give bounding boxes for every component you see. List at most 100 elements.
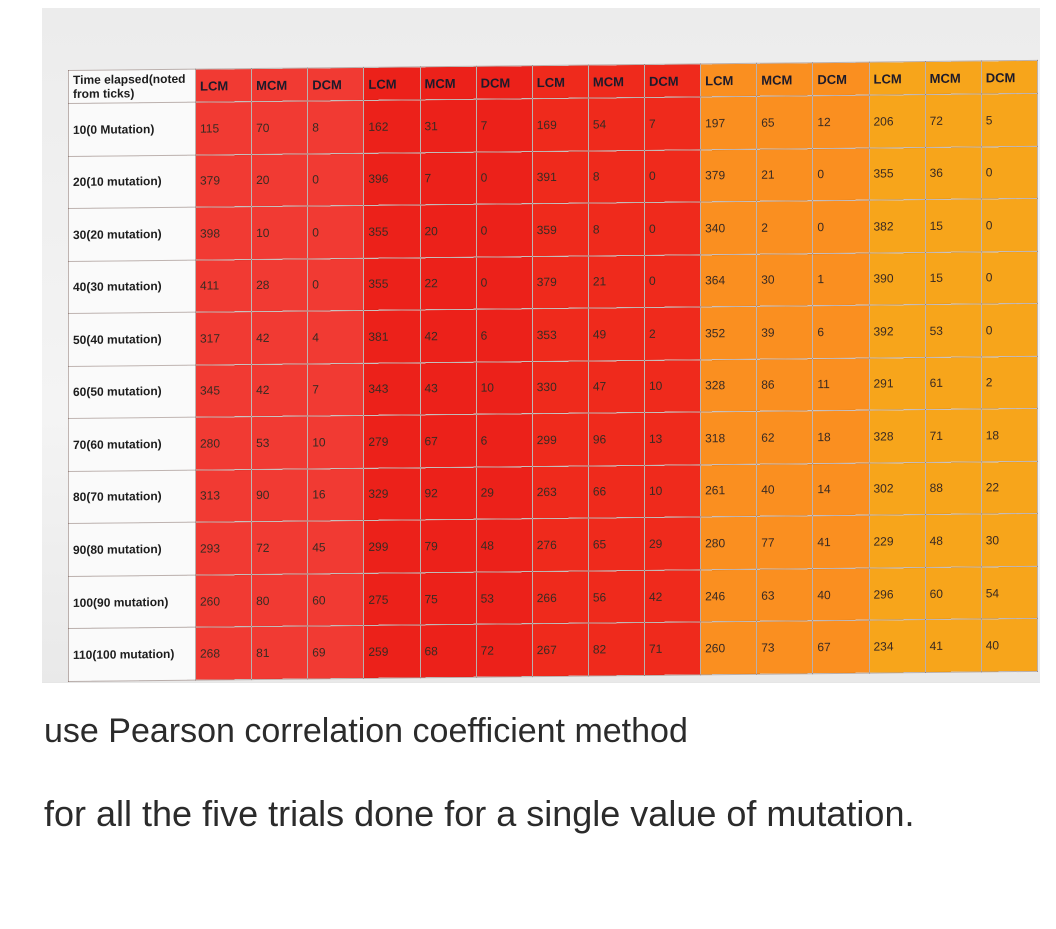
table-cell: 45 <box>307 520 364 574</box>
row-label: 50(40 mutation) <box>68 312 196 367</box>
col-header: DCM <box>981 60 1038 94</box>
table-cell: 0 <box>644 149 701 203</box>
col-header: DCM <box>307 67 364 101</box>
table-cell: 20 <box>420 204 477 258</box>
table-cell: 48 <box>925 514 982 568</box>
table-cell: 355 <box>363 204 420 258</box>
table-cell: 329 <box>363 467 420 521</box>
table-cell: 0 <box>644 201 701 256</box>
table-cell: 73 <box>756 621 813 675</box>
table-cell: 10 <box>644 464 701 518</box>
table-cell: 10 <box>644 359 701 413</box>
table-cell: 355 <box>363 257 420 311</box>
table-cell: 7 <box>644 96 701 150</box>
table-cell: 6 <box>812 305 869 359</box>
table-cell: 42 <box>251 311 308 365</box>
col-header: MCM <box>251 67 308 102</box>
table-cell: 43 <box>420 361 477 416</box>
table-cell: 8 <box>588 202 645 256</box>
table-cell: 49 <box>588 307 645 361</box>
table-cell: 276 <box>532 518 589 572</box>
col-header: MCM <box>925 60 982 95</box>
table-cell: 18 <box>812 410 869 464</box>
table-cell: 18 <box>981 408 1038 462</box>
corner-label: Time elapsed(noted from ticks) <box>68 69 196 104</box>
table-cell: 39 <box>756 305 813 359</box>
table-cell: 299 <box>532 413 589 467</box>
table-cell: 65 <box>588 517 645 571</box>
table-cell: 13 <box>644 412 701 466</box>
table-cell: 302 <box>869 462 926 516</box>
table-cell: 261 <box>700 464 757 518</box>
table-cell: 2 <box>981 356 1038 410</box>
table-cell: 40 <box>756 463 813 517</box>
table-cell: 379 <box>700 148 757 202</box>
table-cell: 291 <box>869 357 926 411</box>
caption-line-2: for all the five trials done for a singl… <box>44 793 915 834</box>
table-cell: 345 <box>195 364 252 418</box>
row-label: 20(10 mutation) <box>68 154 196 209</box>
results-table: Time elapsed(noted from ticks) LCM MCM D… <box>68 60 1038 682</box>
table-cell: 263 <box>532 465 589 519</box>
col-header: MCM <box>420 66 477 100</box>
col-header: LCM <box>363 66 420 101</box>
table-cell: 20 <box>251 153 308 207</box>
table-cell: 169 <box>532 98 589 152</box>
table-cell: 229 <box>869 514 926 568</box>
table-cell: 12 <box>812 95 869 149</box>
table-photo: Time elapsed(noted from ticks) LCM MCM D… <box>42 8 1040 682</box>
table-cell: 81 <box>251 626 308 680</box>
table-cell: 62 <box>756 410 813 465</box>
table-cell: 317 <box>195 311 252 365</box>
table-cell: 6 <box>476 413 533 467</box>
table-cell: 0 <box>812 200 869 254</box>
table-cell: 66 <box>588 465 645 519</box>
table-row: 110(100 mutation) 268 81 69 259 68 72 267 82 71 26… <box>68 618 1038 682</box>
table-cell: 296 <box>869 567 926 621</box>
table-cell: 268 <box>195 626 252 681</box>
table-cell: 246 <box>700 569 757 623</box>
table-cell: 392 <box>869 304 926 358</box>
row-label: 110(100 mutation) <box>68 627 196 682</box>
table-cell: 71 <box>644 622 701 676</box>
row-label: 100(90 mutation) <box>68 574 196 629</box>
table-cell: 275 <box>363 572 420 626</box>
table-cell: 364 <box>700 253 757 307</box>
table-cell: 0 <box>812 147 869 201</box>
table-cell: 0 <box>981 145 1038 199</box>
table-cell: 88 <box>925 461 982 515</box>
table-body: 10(0 Mutation) 115 70 8 162 31 7 169 54 7 197 65 12 2… <box>68 93 1038 682</box>
table-cell: 70 <box>251 100 308 155</box>
table-cell: 61 <box>925 356 982 410</box>
table-cell: 359 <box>532 203 589 257</box>
table-cell: 15 <box>925 198 982 253</box>
table-cell: 0 <box>476 256 533 310</box>
table-cell: 21 <box>588 255 645 309</box>
table-cell: 330 <box>532 360 589 414</box>
table-cell: 31 <box>420 99 477 153</box>
table-cell: 53 <box>251 416 308 470</box>
table-cell: 72 <box>476 623 533 678</box>
table-cell: 11 <box>812 357 869 411</box>
table-cell: 398 <box>195 206 252 260</box>
table-cell: 382 <box>869 199 926 253</box>
table-cell: 0 <box>981 250 1038 305</box>
table-cell: 0 <box>644 254 701 308</box>
table-cell: 381 <box>363 309 420 364</box>
row-label: 60(50 mutation) <box>68 364 196 419</box>
col-header: DCM <box>644 63 701 98</box>
table-cell: 115 <box>195 101 252 155</box>
table-cell: 53 <box>925 304 982 358</box>
col-header: LCM <box>700 63 757 97</box>
table-cell: 259 <box>363 625 420 679</box>
col-header: DCM <box>476 65 533 100</box>
table-cell: 53 <box>476 571 533 625</box>
table-cell: 197 <box>700 96 757 150</box>
table-cell: 293 <box>195 521 252 575</box>
table-cell: 328 <box>869 409 926 463</box>
table-cell: 279 <box>363 415 420 469</box>
table-cell: 0 <box>307 257 364 312</box>
table-cell: 0 <box>476 203 533 257</box>
table-cell: 96 <box>588 412 645 466</box>
table-cell: 411 <box>195 259 252 313</box>
